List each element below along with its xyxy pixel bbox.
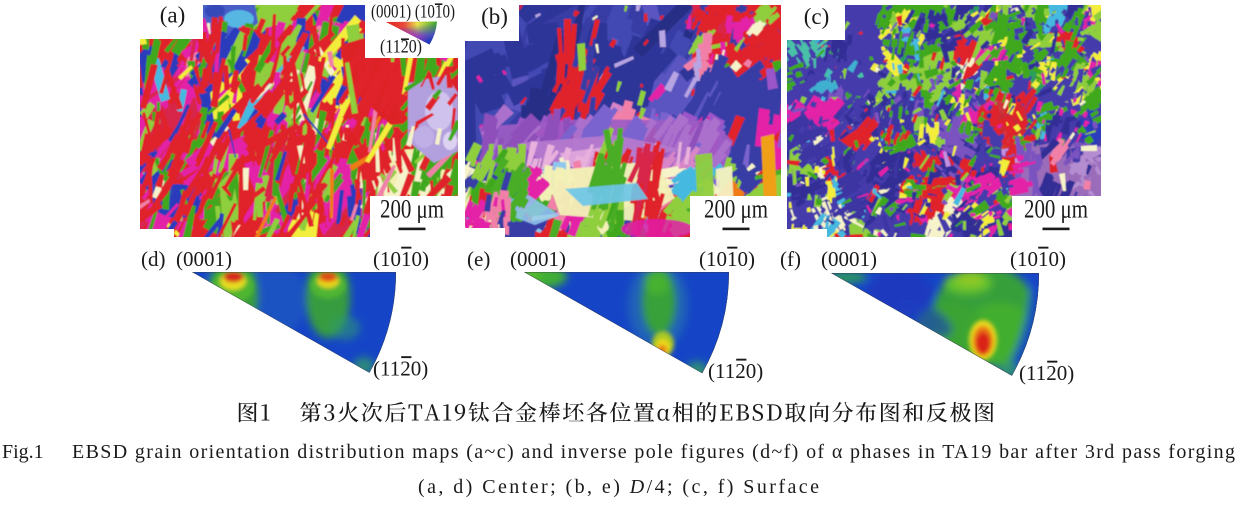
svg-text:(a): (a) bbox=[160, 3, 186, 28]
svg-text:(0001): (0001) bbox=[510, 247, 566, 271]
svg-text:(1010): (1010) bbox=[1010, 247, 1066, 271]
svg-text:(0001): (0001) bbox=[176, 247, 232, 271]
svg-text:(1120): (1120) bbox=[1019, 361, 1074, 385]
svg-text:(c): (c) bbox=[804, 4, 830, 29]
svg-text:(e): (e) bbox=[467, 247, 490, 271]
svg-text:(1120): (1120) bbox=[380, 37, 422, 58]
svg-text:200 μm: 200 μm bbox=[1024, 195, 1088, 224]
svg-text:(0001) (1010): (0001) (1010) bbox=[371, 2, 455, 23]
svg-text:(1120): (1120) bbox=[373, 357, 428, 381]
svg-text:(1010): (1010) bbox=[699, 247, 755, 271]
svg-text:(1010): (1010) bbox=[373, 247, 429, 271]
svg-text:(b): (b) bbox=[481, 4, 508, 29]
svg-text:(f): (f) bbox=[780, 247, 801, 271]
svg-text:EBSD grain orientation distrib: EBSD grain orientation distribution maps… bbox=[72, 441, 1235, 463]
svg-text:(d): (d) bbox=[141, 247, 166, 271]
svg-text:Fig.1: Fig.1 bbox=[2, 441, 44, 463]
svg-text:(a, d) Center; (b, e) D/4; (c,: (a, d) Center; (b, e) D/4; (c, f) Surfac… bbox=[418, 476, 819, 498]
svg-text:(0001): (0001) bbox=[821, 247, 877, 271]
svg-text:(1120): (1120) bbox=[708, 359, 763, 383]
svg-text:200 μm: 200 μm bbox=[704, 195, 768, 224]
svg-text:200 μm: 200 μm bbox=[380, 195, 444, 224]
